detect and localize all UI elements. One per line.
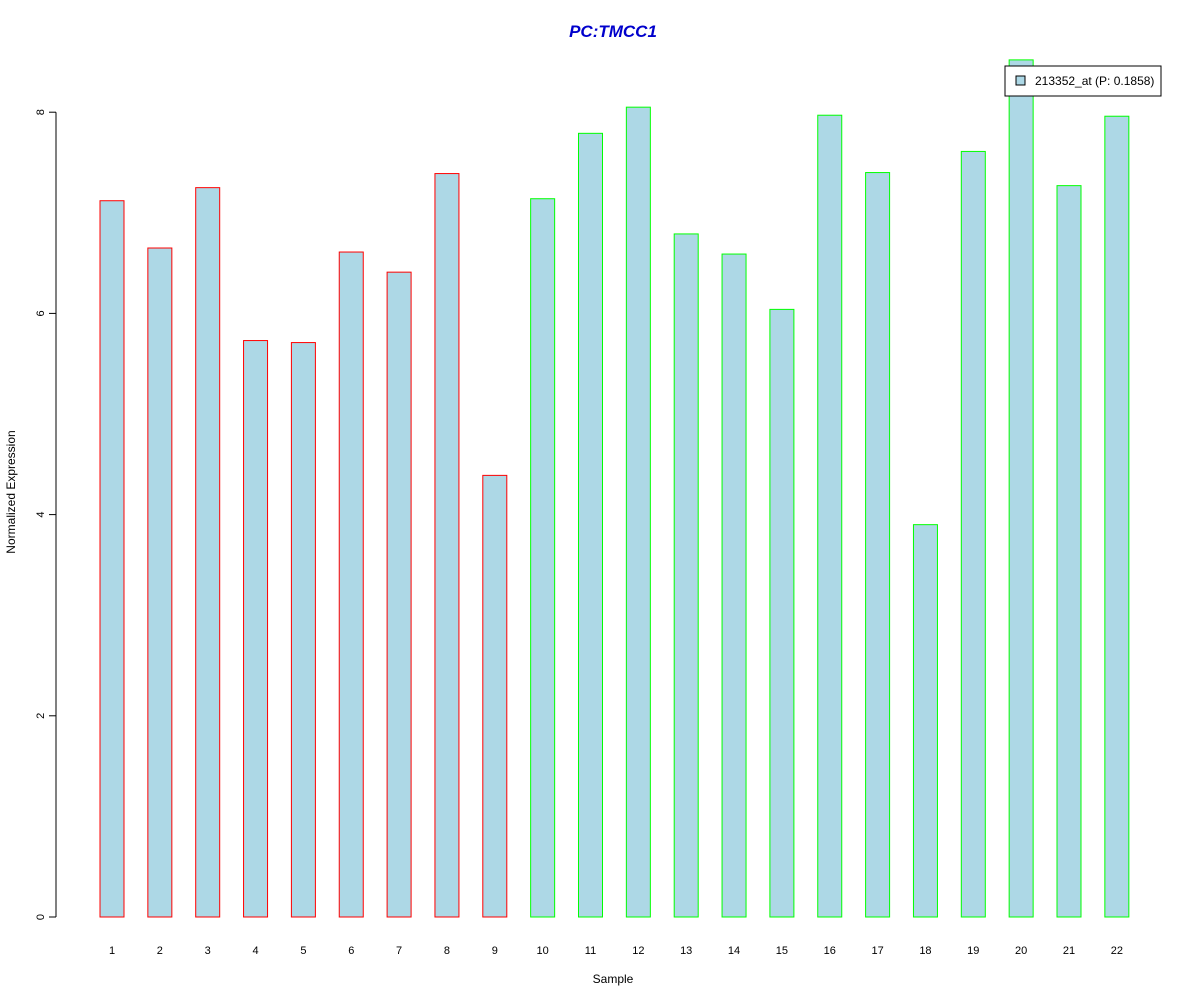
bar-sample-5 [290,342,316,918]
bar-sample-19 [960,150,986,918]
y-axis-label: Normalized Expression [4,430,18,553]
legend-swatch [1015,75,1026,86]
x-tick-label: 14 [728,945,740,957]
x-tick-label: 4 [252,945,258,957]
x-tick-label: 8 [444,945,450,957]
y-tick-label: 8 [35,109,47,115]
bar-sample-8 [434,173,460,918]
bar-sample-16 [817,114,843,918]
bar-sample-6 [338,251,364,918]
bar-sample-13 [673,233,699,918]
x-tick-label: 21 [1063,945,1075,957]
legend-box [1004,65,1162,97]
x-tick-label: 13 [680,945,692,957]
x-tick-label: 1 [109,945,115,957]
x-axis-label: Sample [593,972,634,986]
bar-sample-21 [1056,185,1082,918]
y-tick-label: 0 [35,914,47,920]
x-tick-label: 10 [537,945,549,957]
x-tick-label: 11 [585,945,596,957]
chart-title: PC:TMCC1 [569,22,657,41]
bar-sample-3 [195,187,221,918]
bar-sample-12 [625,106,651,918]
x-tick-labels: 1 2 3 4 5 6 7 8 9 10 11 12 13 14 15 16 17 18 19 20 21 22 [109,945,1123,957]
x-tick-label: 7 [396,945,402,957]
bar-group [99,59,1130,918]
bar-sample-1 [99,200,125,918]
bar-sample-17 [865,172,891,918]
y-tick-label: 2 [35,713,47,719]
x-tick-label: 20 [1015,945,1027,957]
bar-sample-14 [721,253,747,918]
x-tick-label: 18 [919,945,931,957]
x-tick-label: 3 [205,945,211,957]
x-tick-label: 5 [300,945,306,957]
x-tick-label: 15 [776,945,788,957]
legend-label: 213352_at (P: 0.1858) [1035,74,1154,88]
x-tick-label: 6 [348,945,354,957]
bar-sample-2 [147,247,173,918]
bar-sample-18 [912,524,938,918]
x-tick-label: 19 [967,945,979,957]
y-tick-label: 6 [35,310,47,316]
x-tick-label: 16 [824,945,836,957]
bar-sample-9 [482,474,508,918]
bar-sample-20 [1008,59,1034,918]
bar-sample-22 [1104,115,1130,918]
x-tick-label: 12 [632,945,644,957]
bar-sample-4 [243,340,269,918]
x-tick-label: 9 [492,945,498,957]
legend: 213352_at (P: 0.1858) [1004,65,1162,97]
bar-sample-7 [386,271,412,918]
x-tick-label: 2 [157,945,163,957]
x-tick-label: 22 [1111,945,1123,957]
bar-sample-15 [769,308,795,918]
y-tick-label: 4 [35,512,47,518]
y-axis: 0 2 4 6 8 [35,109,57,920]
x-tick-label: 17 [871,945,883,957]
bar-sample-10 [530,198,556,918]
bar-sample-11 [578,132,603,918]
